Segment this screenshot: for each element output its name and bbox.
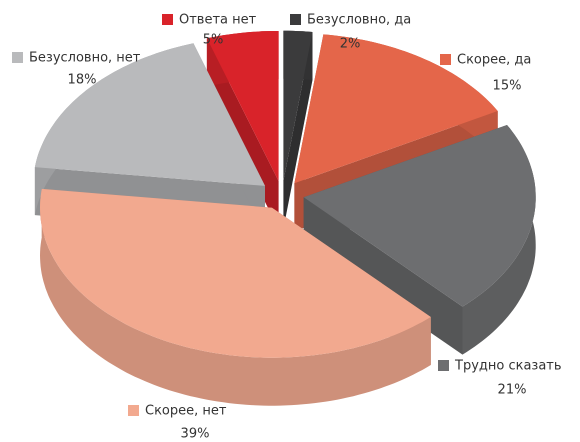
category-label: Скорее, нет <box>145 404 227 419</box>
legend-swatch <box>440 54 451 65</box>
slice <box>303 125 536 307</box>
category-label: Безусловно, да <box>307 13 411 28</box>
category-label: Безусловно, нет <box>29 51 141 66</box>
slice <box>294 34 498 184</box>
value-label: 39% <box>181 427 210 442</box>
value-label: 18% <box>68 73 97 88</box>
legend-swatch <box>438 360 449 371</box>
category-label: Скорее, да <box>457 53 531 68</box>
legend-swatch <box>128 405 139 416</box>
legend-swatch <box>290 14 301 25</box>
slice <box>34 43 266 186</box>
value-label: 15% <box>493 79 522 94</box>
category-label: Ответа нет <box>179 13 257 28</box>
slice <box>283 30 313 181</box>
value-label: 5% <box>203 33 224 48</box>
value-label: 2% <box>340 37 361 52</box>
slice <box>40 188 431 358</box>
slice <box>206 31 279 181</box>
slice-wall <box>283 32 313 229</box>
slice-side <box>40 188 431 406</box>
legend-swatch <box>12 52 23 63</box>
category-label: Трудно сказать <box>454 359 562 374</box>
value-label: 21% <box>498 383 527 398</box>
legend-swatch <box>162 14 173 25</box>
